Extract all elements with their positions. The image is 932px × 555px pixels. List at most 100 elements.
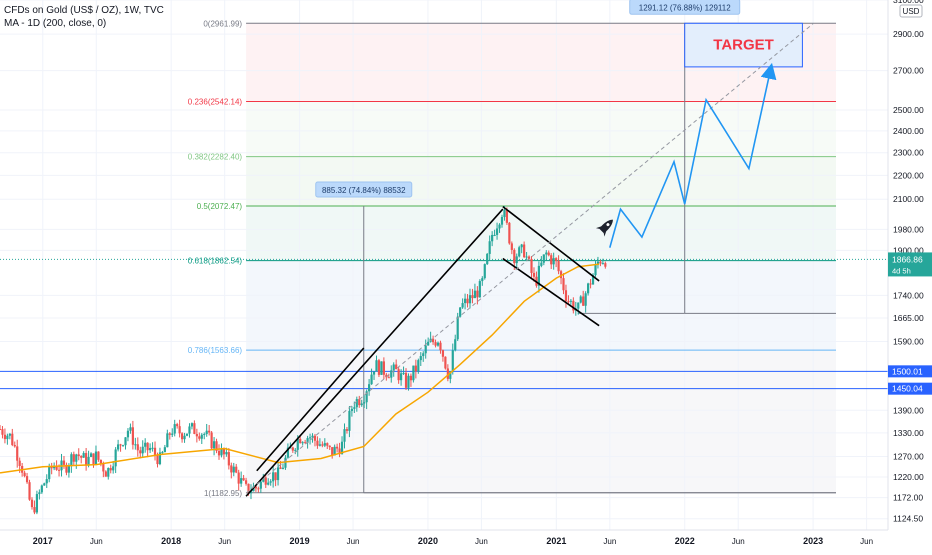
y-tick-label: 1330.00 [893,428,924,438]
currency-label: USD [903,7,920,16]
candle [321,444,324,446]
candle [360,403,363,406]
candle [338,448,341,455]
fib-label: 0.5(2072.47) [197,202,243,211]
y-tick-label: 2500.00 [893,105,924,115]
candle [328,445,331,448]
candle [363,402,366,404]
candle [178,426,181,434]
x-tick-label: Jun [90,537,103,546]
candle [25,476,29,483]
y-tick-label: 2700.00 [893,66,924,76]
support-price-label: 1450.04 [892,384,923,394]
y-tick-label: 1220.00 [893,472,924,482]
candle [82,453,85,458]
y-tick-label: 3100.00 [893,0,924,5]
candle [195,433,198,437]
candle [537,265,540,286]
candle [385,374,388,378]
candle [471,295,474,299]
candle [176,424,179,427]
candle [237,472,240,484]
candle [483,264,486,279]
y-tick-label: 1124.50 [893,514,923,524]
x-tick-label: 2023 [803,536,823,546]
candle [508,222,511,244]
candle [70,454,73,466]
candle [3,434,7,440]
candle [200,434,203,439]
candle [348,410,351,431]
candle [62,460,66,465]
candle [495,228,499,235]
candle [518,247,521,257]
candle [50,466,53,469]
candle [402,372,405,374]
candle [382,361,385,375]
dashed-trend-line [245,23,814,494]
candle [117,444,120,450]
candle [491,234,494,242]
candle [249,491,253,494]
candle [350,408,353,411]
candle [439,342,442,351]
fib-band [246,350,837,493]
candle [131,427,134,445]
candle [318,444,321,446]
candle [577,302,580,309]
candle [33,507,36,513]
candle [604,263,607,267]
target-box [684,22,803,68]
candle [244,480,248,484]
candle [540,262,543,266]
candle [267,482,270,485]
candle [436,342,440,346]
fib-label: 0.618(1862.54) [188,257,243,266]
candle [368,384,371,392]
candle [355,399,358,408]
candle [419,356,422,361]
last-price-label: 1866.86 [892,254,923,264]
candle [212,441,216,449]
candle [331,447,334,456]
candle [89,453,93,457]
candle [513,249,516,264]
rocket-body [599,219,613,234]
candle [587,283,590,294]
candle [168,433,171,435]
candle [141,446,144,454]
chart-legend: CFDs on Gold (US$ / OZ), 1W, TVC MA - 1D… [4,4,164,30]
y-tick-label: 2300.00 [893,148,924,158]
candle [28,482,31,500]
x-tick-label: 2019 [290,536,310,546]
candle [446,368,449,379]
last-price-tag [888,252,932,277]
candle [547,252,550,256]
trend-line [502,257,600,327]
candle [530,259,533,273]
currency-badge [899,4,923,18]
candle [173,424,176,434]
candle [121,445,125,447]
candle [220,448,223,456]
candle [451,350,454,372]
candle [163,447,166,453]
candle [185,433,189,436]
candle [104,471,107,477]
y-tick-label: 1740.00 [893,290,924,300]
candle [431,338,435,343]
y-tick-label: 1980.00 [893,224,924,234]
candle [569,300,572,302]
candle [75,454,78,462]
candle [306,438,309,443]
candle [412,365,415,381]
candle [299,438,302,444]
candle [94,451,98,464]
candle [463,298,467,304]
candle [11,433,14,445]
moving-average-line [0,263,600,474]
candle [316,440,319,446]
candle [30,499,34,508]
